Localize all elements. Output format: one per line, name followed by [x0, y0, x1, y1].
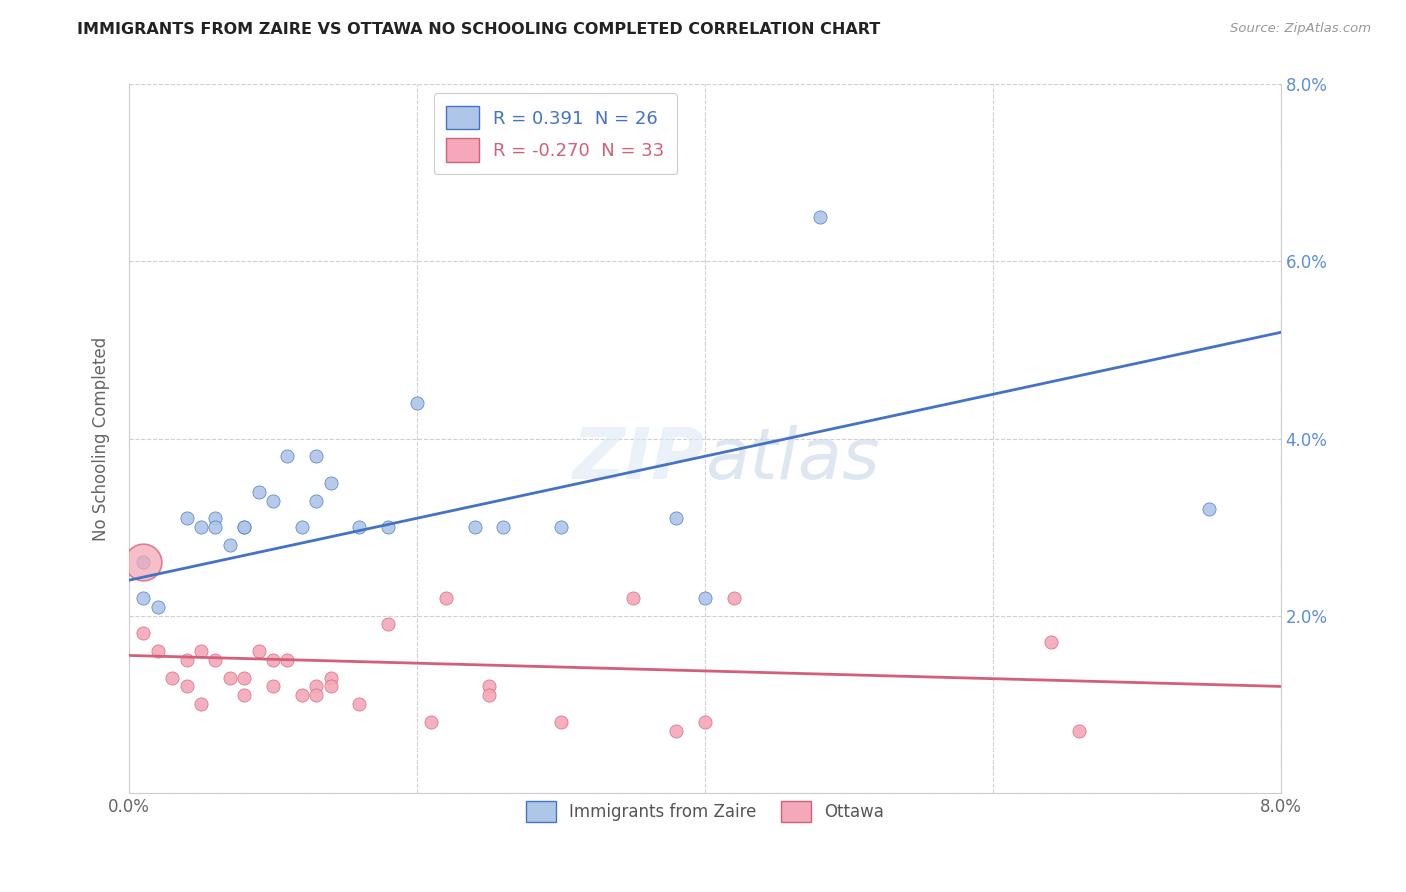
Point [305, 493, 328, 508]
Point [305, 688, 328, 702]
Point [319, 475, 342, 490]
Text: Source: ZipAtlas.com: Source: ZipAtlas.com [1230, 22, 1371, 36]
Point [233, 520, 256, 534]
Point [233, 520, 256, 534]
Point [176, 680, 198, 694]
Point [132, 556, 155, 570]
Point [349, 520, 371, 534]
Point [146, 599, 169, 614]
Point [132, 556, 155, 570]
Point [478, 680, 501, 694]
Point [291, 520, 314, 534]
Text: atlas: atlas [704, 425, 880, 494]
Point [319, 680, 342, 694]
Point [204, 653, 226, 667]
Point [693, 591, 716, 605]
Point [723, 591, 745, 605]
Point [621, 591, 644, 605]
Point [262, 680, 284, 694]
Point [1069, 723, 1091, 738]
Point [190, 697, 212, 711]
Point [693, 714, 716, 729]
Point [233, 688, 256, 702]
Point [1039, 635, 1062, 649]
Point [247, 484, 270, 499]
Point [478, 688, 501, 702]
Point [305, 449, 328, 463]
Point [665, 723, 688, 738]
Point [262, 493, 284, 508]
Point [204, 511, 226, 525]
Text: IMMIGRANTS FROM ZAIRE VS OTTAWA NO SCHOOLING COMPLETED CORRELATION CHART: IMMIGRANTS FROM ZAIRE VS OTTAWA NO SCHOO… [77, 22, 880, 37]
Point [247, 644, 270, 658]
Point [218, 671, 240, 685]
Point [162, 671, 184, 685]
Point [305, 680, 328, 694]
Point [190, 644, 212, 658]
Point [1198, 502, 1220, 516]
Legend: Immigrants from Zaire, Ottawa: Immigrants from Zaire, Ottawa [513, 789, 896, 834]
Point [276, 653, 298, 667]
Point [262, 653, 284, 667]
Point [291, 688, 314, 702]
Point [190, 520, 212, 534]
Point [464, 520, 486, 534]
Point [132, 591, 155, 605]
Text: ZIP: ZIP [572, 425, 704, 494]
Point [218, 538, 240, 552]
Point [146, 644, 169, 658]
Point [176, 511, 198, 525]
Point [233, 671, 256, 685]
Point [377, 617, 399, 632]
Point [377, 520, 399, 534]
Point [434, 591, 457, 605]
Point [276, 449, 298, 463]
Point [132, 626, 155, 640]
Point [349, 697, 371, 711]
Point [492, 520, 515, 534]
Point [406, 396, 429, 410]
Point [420, 714, 443, 729]
Point [808, 211, 831, 225]
Point [319, 671, 342, 685]
Point [593, 130, 616, 145]
Point [550, 520, 572, 534]
Point [204, 520, 226, 534]
Point [550, 714, 572, 729]
Y-axis label: No Schooling Completed: No Schooling Completed [93, 336, 110, 541]
Point [665, 511, 688, 525]
Point [176, 653, 198, 667]
